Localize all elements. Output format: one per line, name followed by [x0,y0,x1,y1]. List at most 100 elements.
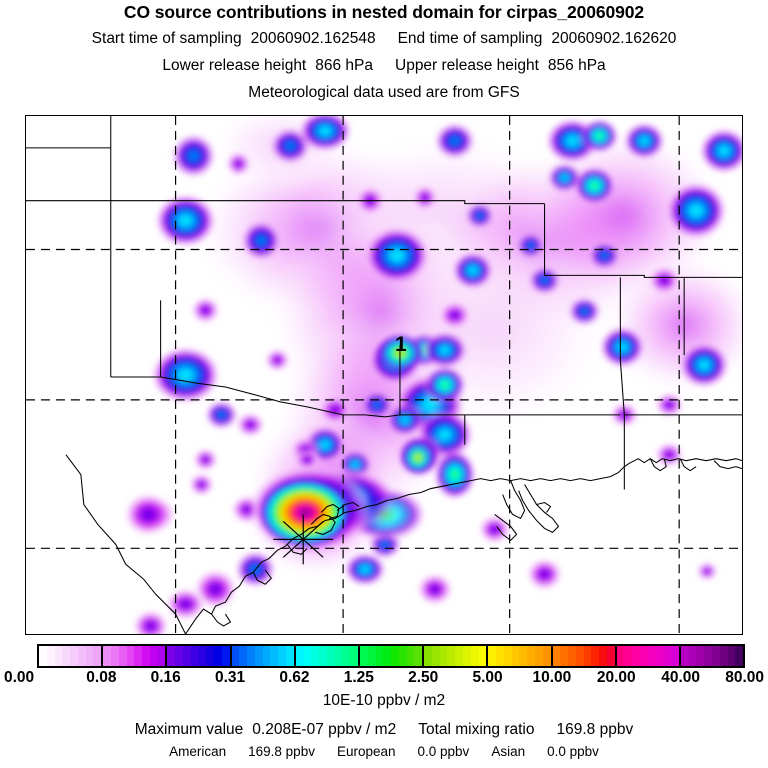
colorbar-swatch-8-5 [591,646,600,666]
colorbar-swatch-6-6 [470,646,479,666]
colorbar-swatch-2-5 [206,646,215,666]
colorbar-swatch-7-5 [527,646,535,666]
colorbar-tick-5: 1.25 [343,669,374,686]
colorbar-swatch-6-3 [447,646,456,666]
colorbar-swatch-0-7 [93,646,102,666]
colorbar-swatch-5-3 [383,646,392,666]
colorbar-tick-9: 20.00 [596,669,636,686]
colorbar-swatch-9-1 [624,646,633,666]
colorbar-tick-11: 80.00 [725,669,764,686]
colorbar-segment-2 [167,646,232,666]
colorbar-unit-label: 10E-10 ppbv / m2 [322,692,446,709]
colorbar-segment-8 [552,646,617,666]
end-time-value: 20060902.162620 [551,30,677,47]
european-value: 0.0 ppbv [417,744,470,759]
colorbar-swatch-8-4 [583,646,592,666]
colorbar-swatch-9-0 [616,646,625,666]
summary-stats-line-1: Maximum value 0.208E-07 ppbv / m2 Total mi… [0,721,768,739]
colorbar-swatch-10-6 [727,646,736,666]
colorbar-swatch-5-6 [406,646,415,666]
colorbar-swatch-5-4 [391,646,399,666]
colorbar-swatch-1-6 [149,646,158,666]
coastline [185,458,742,634]
colorbar-swatch-0-5 [77,646,86,666]
colorbar-tick-2: 0.16 [150,669,181,686]
colorbar-tick-0: 0.00 [4,669,35,686]
colorbar-segment-7 [488,646,553,666]
colorbar-swatch-6-7 [478,646,487,666]
colorbar-swatch-3-5 [270,646,279,666]
colorbar-swatch-10-0 [680,646,689,666]
plume-core-central [361,332,475,499]
start-time-value: 20060902.162548 [250,30,376,47]
colorbar-swatch-9-2 [632,646,641,666]
colorbar-swatch-1-7 [157,646,166,666]
colorbar-swatch-0-3 [62,646,71,666]
colorbar-tick-labels: 0.00 0.08 0.16 0.31 0.62 1.25 2.50 5.00 10.00 20.… [0,669,768,691]
map-canvas [26,116,742,634]
colorbar-swatch-6-5 [463,646,471,666]
colorbar-swatch-9-3 [640,646,648,666]
colorbar-swatch-5-7 [414,646,423,666]
upper-release-value: 856 hPa [547,57,606,74]
colorbar-swatch-8-7 [606,646,615,666]
colorbar-tick-6: 2.50 [408,669,439,686]
colorbar-swatch-9-4 [647,646,656,666]
end-time-label: End time of sampling [397,30,543,47]
colorbar-segment-4 [295,646,360,666]
colorbar-swatch-1-1 [110,646,119,666]
colorbar-swatch-8-6 [599,646,607,666]
colorbar-swatch-4-3 [319,646,327,666]
colorbar-segment-9 [616,646,681,666]
colorbar-swatch-2-6 [214,646,222,666]
colorbar-swatch-6-0 [424,646,432,666]
colorbar-swatch-7-1 [496,646,504,666]
lower-release-label: Lower release height [162,57,307,74]
colorbar-swatch-3-2 [247,646,255,666]
colorbar-swatch-8-1 [560,646,569,666]
plume-hotspots-gulf [165,327,729,621]
colorbar-swatch-0-6 [85,646,94,666]
colorbar-swatch-1-4 [134,646,143,666]
colorbar-segment-3 [231,646,296,666]
colorbar-swatch-6-4 [455,646,464,666]
colorbar-swatch-1-2 [118,646,127,666]
colorbar-swatch-7-7 [542,646,551,666]
colorbar-swatch-5-0 [359,646,368,666]
european-label: European [336,744,396,759]
colorbar[interactable] [37,644,745,668]
colorbar-swatch-0-1 [46,646,55,666]
colorbar-swatch-4-4 [326,646,335,666]
colorbar-swatch-10-5 [719,646,728,666]
colorbar-swatch-1-0 [103,646,111,666]
colorbar-swatch-9-5 [655,646,664,666]
release-site-star-icon [273,514,334,565]
colorbar-swatch-10-2 [696,646,705,666]
colorbar-swatch-7-2 [503,646,512,666]
lower-release-value: 866 hPa [315,57,373,74]
colorbar-swatch-3-4 [262,646,271,666]
upper-release-label: Upper release height [395,57,539,74]
colorbar-swatch-2-7 [221,646,230,666]
colorbar-tick-8: 10.00 [532,669,572,686]
total-mixing-ratio-value: 169.8 ppbv [556,721,634,738]
american-value: 169.8 ppbv [248,744,315,759]
asian-value: 0.0 ppbv [547,744,599,759]
colorbar-swatch-4-5 [334,646,343,666]
colorbar-swatch-10-4 [712,646,720,666]
colorbar-swatch-3-1 [239,646,248,666]
colorbar-swatch-10-1 [688,646,697,666]
colorbar-swatch-6-1 [431,646,440,666]
colorbar-swatch-4-7 [350,646,358,666]
colorbar-swatch-8-0 [552,646,561,666]
colorbar-swatch-1-5 [142,646,150,666]
map-plot-area[interactable]: 1 [25,115,743,635]
colorbar-swatch-9-6 [663,646,672,666]
maximum-value-value: 0.208E-07 ppbv / m2 [252,721,397,738]
start-time-label: Start time of sampling [91,30,242,47]
colorbar-swatch-7-6 [535,646,543,666]
lat-lon-gridlines [26,116,742,634]
colorbar-swatch-3-7 [286,646,294,666]
colorbar-swatch-3-6 [278,646,287,666]
